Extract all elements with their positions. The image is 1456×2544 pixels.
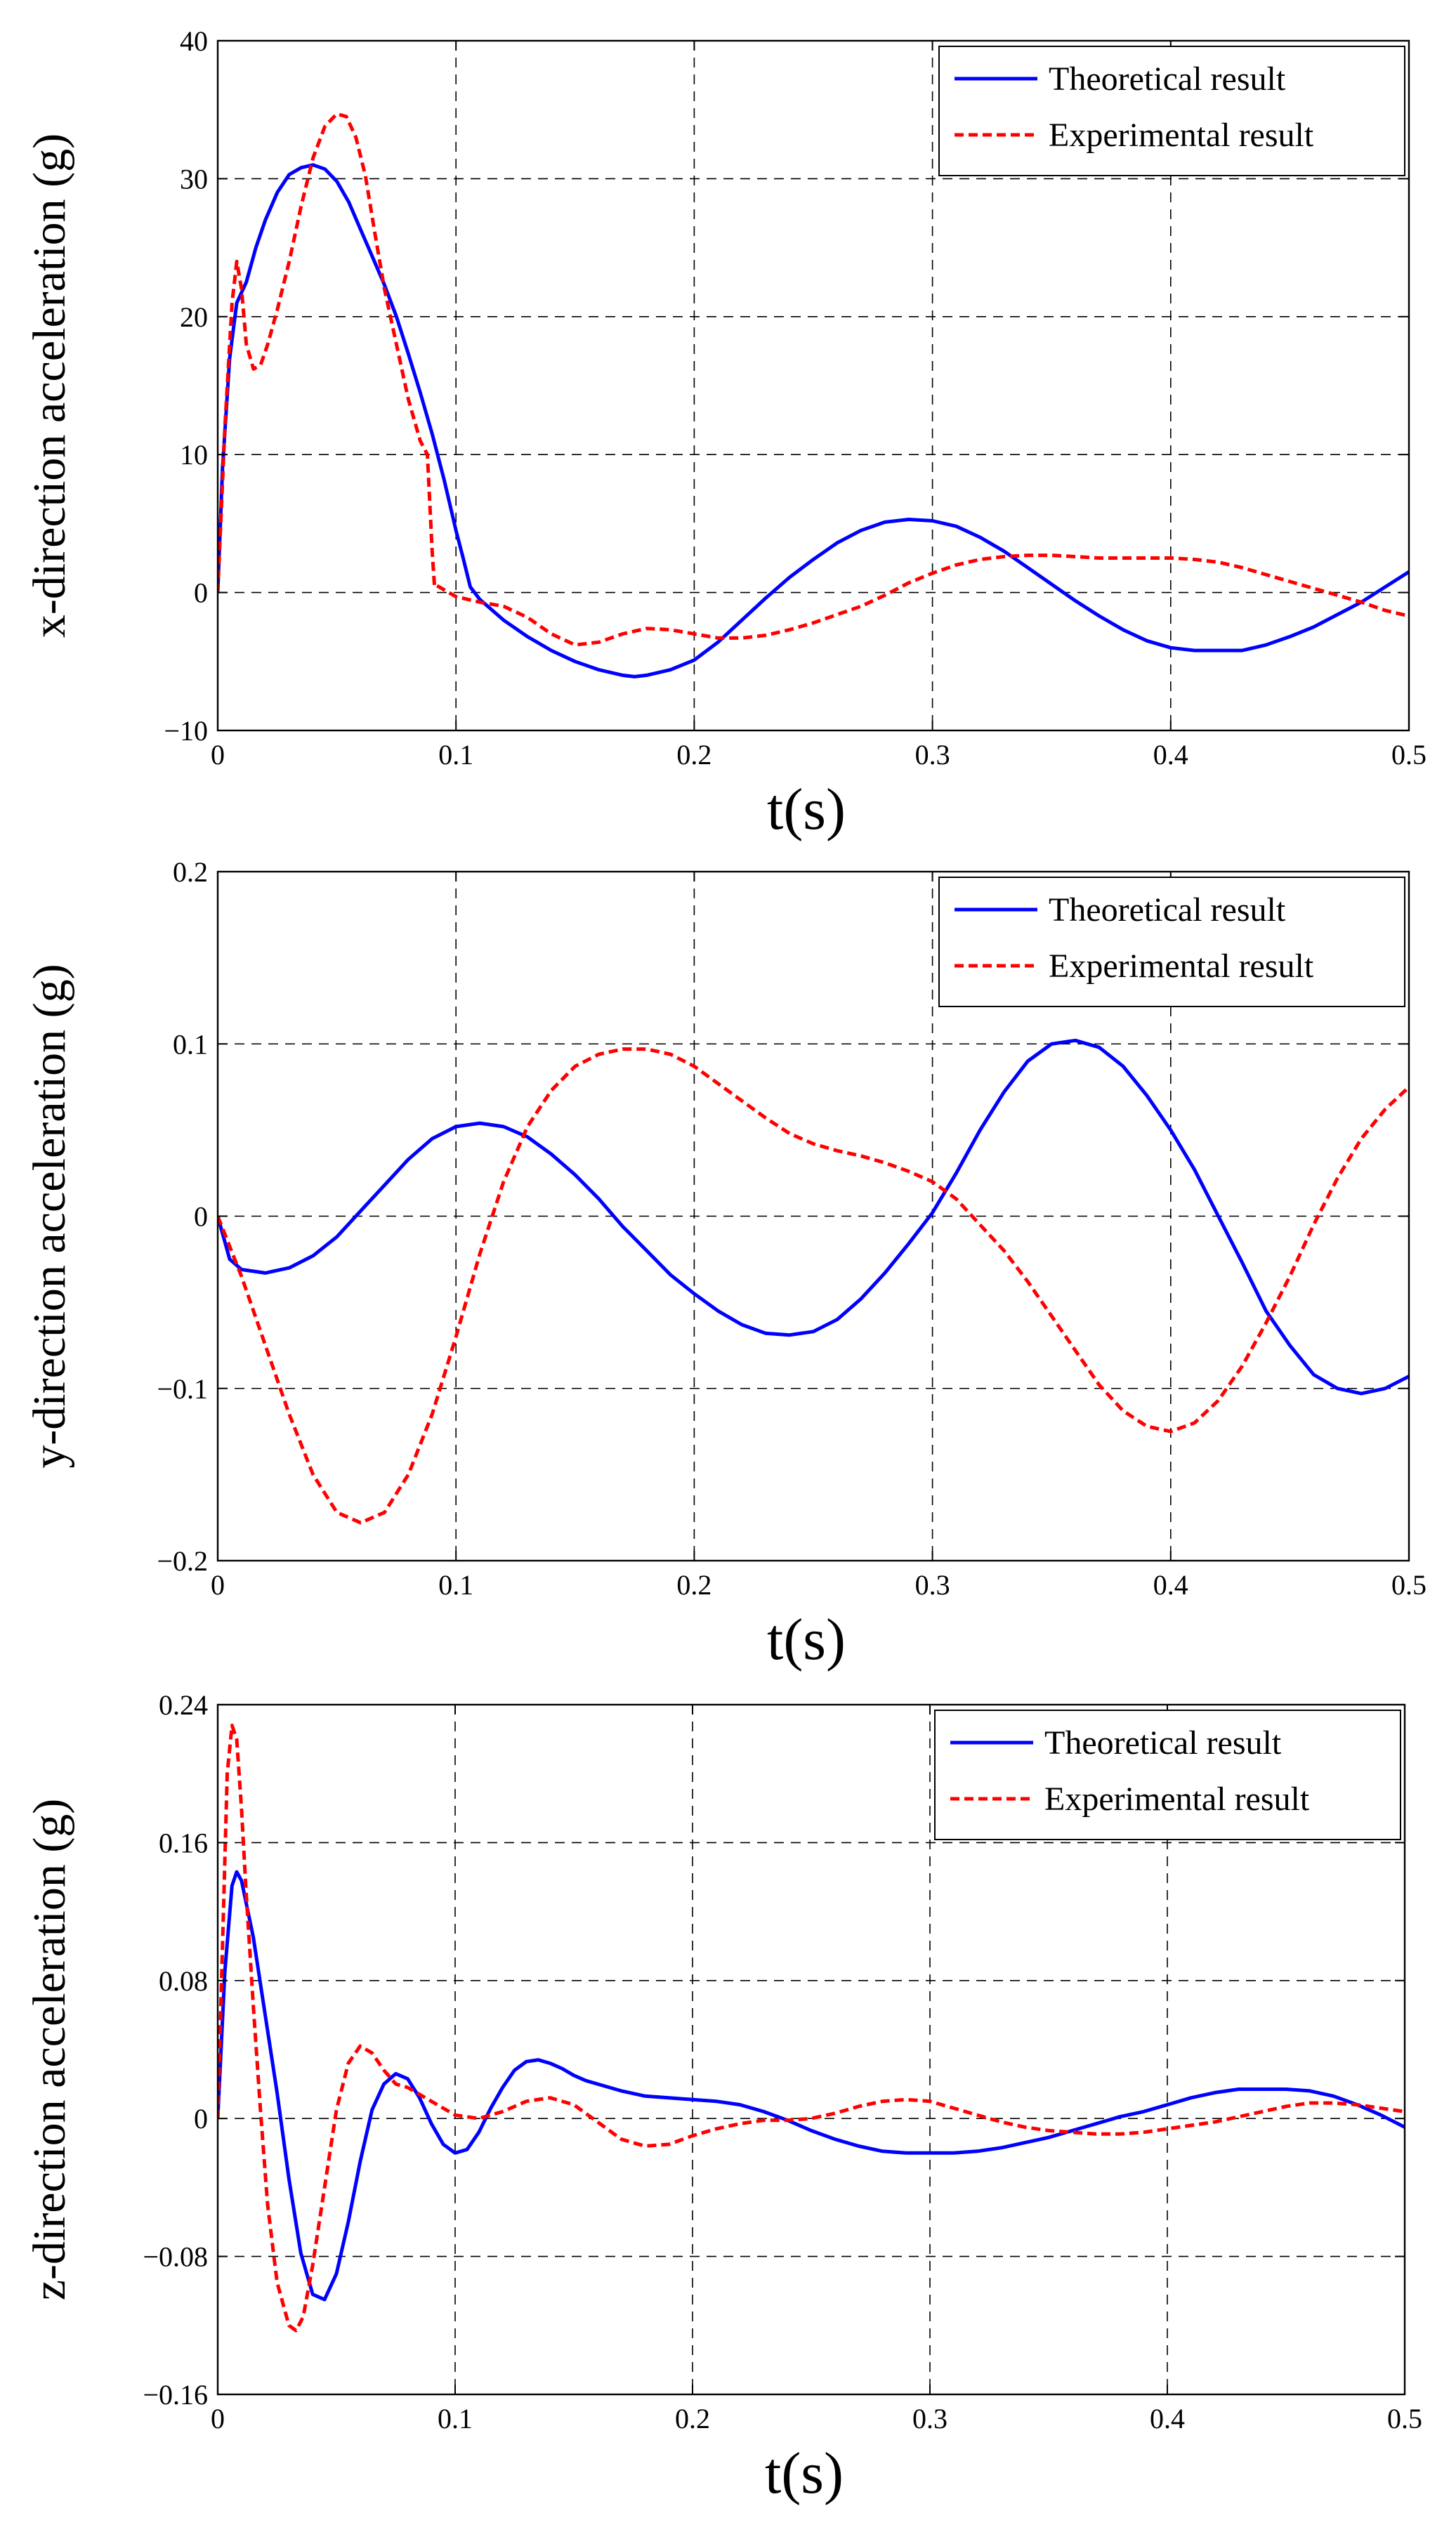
chart-2-y-axis-label: y-direction acceleration (g) xyxy=(24,964,75,1468)
chart-1-y-tick-label-5: 40 xyxy=(180,25,208,57)
chart-3-x-tick-label-3: 0.3 xyxy=(912,2403,947,2434)
chart-1-x-tick-label-4: 0.4 xyxy=(1153,739,1188,771)
chart-3-y-axis-label: z-direction acceleration (g) xyxy=(24,1799,75,2301)
chart-1-y-axis-label: x-direction acceleration (g) xyxy=(24,133,75,638)
chart-3-y-tick-label-3: 0.08 xyxy=(159,1965,208,1997)
chart-1-series-theoretical-line xyxy=(218,163,1409,678)
chart-2-legend-label-experimental: Experimental result xyxy=(1049,948,1314,985)
chart-2-x-tick-label-3: 0.3 xyxy=(915,1569,950,1601)
chart-2-y-tick-label-3: 0.1 xyxy=(173,1028,208,1060)
chart-2-legend-box xyxy=(938,877,1405,1007)
chart-1-legend-box xyxy=(938,46,1405,176)
chart-2-series-theoretical-line xyxy=(218,1038,1409,1396)
chart-3-legend-label-theoretical: Theoretical result xyxy=(1044,1724,1282,1762)
chart-1-y-tick-label-0: −10 xyxy=(164,715,208,747)
chart-3-x-tick-label-0: 0 xyxy=(211,2403,225,2434)
chart-3-y-tick-label-1: −0.08 xyxy=(143,2241,208,2273)
chart-2-legend-label-theoretical: Theoretical result xyxy=(1049,891,1286,929)
chart-1-x-axis-label: t(s) xyxy=(767,777,846,842)
chart-3-x-axis-label: t(s) xyxy=(765,2441,844,2506)
chart-1: 0 0.1 0.2 0.3 0.4 0.5−10010203040t(s)x-direct… xyxy=(24,25,1427,842)
chart-3-y-tick-label-5: 0.24 xyxy=(159,1689,208,1721)
chart-2-x-tick-label-4: 0.4 xyxy=(1153,1569,1188,1601)
chart-3-y-tick-label-4: 0.16 xyxy=(159,1827,208,1858)
chart-2-x-axis-label: t(s) xyxy=(767,1607,846,1672)
chart-2-y-tick-label-4: 0.2 xyxy=(173,856,208,888)
chart-1-x-tick-label-0: 0 xyxy=(211,739,225,771)
chart-3-legend: Theoretical result Experimental result xyxy=(934,1710,1401,1840)
chart-1-legend: Theoretical result Experimental result xyxy=(938,46,1405,176)
chart-2-x-tick-label-1: 0.1 xyxy=(438,1569,473,1601)
chart-1-legend-label-experimental: Experimental result xyxy=(1049,117,1314,154)
chart-3-legend-label-experimental: Experimental result xyxy=(1044,1781,1310,1818)
chart-2-series-experimental-line xyxy=(218,1047,1409,1525)
chart-2-legend: Theoretical result Experimental result xyxy=(938,877,1405,1007)
chart-1-legend-label-theoretical: Theoretical result xyxy=(1049,60,1286,98)
chart-2: 0 0.1 0.2 0.3 0.4 0.5 −0.2 −0.1 0 0.1 0.2 t(s) y-dir… xyxy=(24,856,1427,1672)
chart-1-x-tick-label-1: 0.1 xyxy=(438,739,473,771)
chart-3-x-tick-label-4: 0.4 xyxy=(1150,2403,1185,2434)
chart-3-axes-frame xyxy=(216,1703,1406,2396)
chart-3-x-tick-label-5: 0.5 xyxy=(1387,2403,1422,2434)
chart-1-series-experimental-line xyxy=(218,112,1409,647)
chart-2-x-tick-label-5: 0.5 xyxy=(1391,1569,1427,1601)
chart-1-x-tick-label-3: 0.3 xyxy=(915,739,950,771)
chart-3-x-tick-label-2: 0.2 xyxy=(675,2403,710,2434)
chart-1-y-tick-label-1: 0 xyxy=(194,577,208,609)
chart-2-y-tick-label-2: 0 xyxy=(194,1201,208,1233)
chart-3-y-tick-label-2: 0 xyxy=(194,2103,208,2135)
chart-1-axes-frame xyxy=(216,39,1410,732)
chart-3-y-tick-label-0: −0.16 xyxy=(143,2379,208,2411)
chart-3-x-tick-label-1: 0.1 xyxy=(438,2403,473,2434)
chart-2-x-tick-label-0: 0 xyxy=(211,1569,225,1601)
chart-1-y-tick-label-3: 20 xyxy=(180,301,208,333)
chart-3-legend-box xyxy=(934,1710,1401,1840)
chart-2-x-tick-label-2: 0.2 xyxy=(676,1569,711,1601)
chart-3: 0 0.1 0.2 0.3 0.4 0.5 −0.16 −0.08 0 0.08 0.16 0.24 t… xyxy=(24,1689,1422,2506)
chart-1-x-tick-label-2: 0.2 xyxy=(676,739,711,771)
chart-1-y-tick-label-2: 10 xyxy=(180,439,208,471)
chart-2-y-tick-label-1: −0.1 xyxy=(157,1373,208,1405)
chart-3-series-theoretical-line xyxy=(218,1870,1405,2302)
chart-3-series-experimental-line xyxy=(218,1724,1405,2333)
chart-2-y-tick-label-0: −0.2 xyxy=(157,1545,208,1577)
chart-1-x-tick-label-5: 0.5 xyxy=(1391,739,1427,771)
chart-1-y-tick-label-4: 30 xyxy=(180,163,208,195)
